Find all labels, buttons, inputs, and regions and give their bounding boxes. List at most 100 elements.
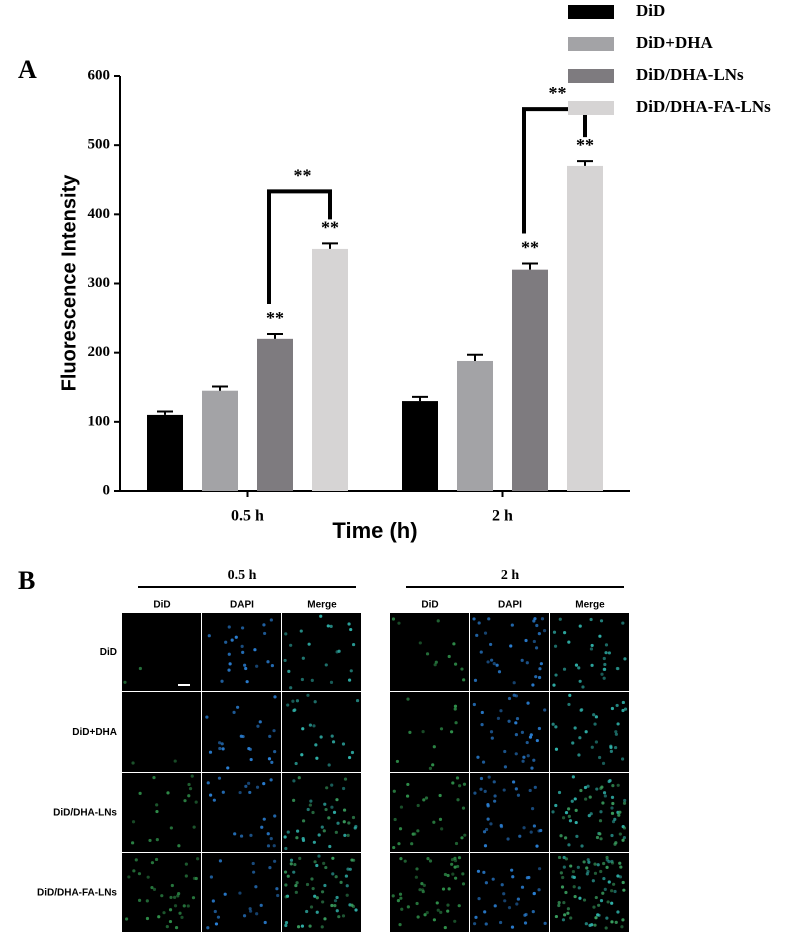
cell [415,867,419,871]
cell [241,734,245,739]
cell [606,900,610,904]
cell [514,733,518,737]
error-bar [267,332,283,339]
cell [398,923,402,927]
cell [313,860,317,864]
cell [476,755,480,759]
cell [305,909,309,914]
cell [254,885,258,889]
cell [224,640,228,644]
micrograph [122,773,201,852]
cell [266,832,270,836]
cell [308,924,312,928]
cell [603,887,607,891]
cell [457,904,461,908]
cell [473,922,477,926]
cell [583,785,588,790]
cell [157,915,161,919]
legend-label: DiD [636,1,665,20]
cell [605,858,609,862]
cell [489,730,494,734]
cell [283,658,287,663]
cell [315,756,319,760]
error-bar [322,242,338,249]
cell [331,872,335,876]
cell [191,896,196,900]
cell [484,881,488,885]
cell [584,922,588,926]
cell [391,617,396,621]
cell [233,832,237,836]
cell [592,713,596,717]
cell [315,910,319,914]
cell [262,817,266,821]
cell [614,730,618,734]
cell [333,904,337,908]
cell [272,729,276,733]
cell [509,644,513,648]
cell [482,830,487,834]
cell [423,913,427,917]
cell [398,892,403,896]
cell [532,758,536,762]
cell [248,907,252,911]
cell [324,663,328,667]
column-header: DAPI [498,600,522,611]
cell [532,892,536,896]
cell [145,916,150,921]
cell [351,815,356,820]
y-tick-label: 300 [88,275,111,291]
cell [329,624,333,628]
cell [619,865,623,869]
cell [602,861,606,866]
cell [532,824,537,828]
cell [572,885,576,889]
cell [411,832,415,836]
cell [296,829,300,833]
micrograph [390,853,469,932]
cell [258,720,262,724]
cell [622,826,627,830]
cell [617,813,621,817]
cell [534,646,539,650]
cell [524,912,528,917]
cell [289,862,293,866]
cell [312,840,316,844]
cell [612,882,616,886]
x-tick-label: 2 h [492,508,513,525]
cell [574,820,578,825]
cell [273,859,277,863]
cell [308,803,312,807]
cell [301,838,306,842]
cell [325,786,329,790]
cell [454,841,459,846]
cell [244,784,248,788]
cell [479,776,484,781]
cell [137,898,142,902]
legend-swatch [568,69,614,83]
cell [530,806,535,811]
cell [482,870,486,874]
cell [341,786,346,791]
cell [166,791,170,795]
cell [537,631,541,636]
cell [425,652,430,656]
cell [594,715,598,719]
cell [584,797,588,801]
cell [206,781,210,785]
bar [312,248,348,491]
cell [463,833,467,837]
cell [561,816,566,820]
cell [399,857,403,861]
cell [220,742,224,746]
cell [127,875,131,879]
cell [537,675,542,680]
cell [345,884,349,888]
cell [593,871,598,875]
cell [208,750,213,754]
cell [610,901,614,905]
cell [306,807,310,812]
cell [502,788,506,792]
cell [593,722,597,726]
cell [507,719,511,723]
